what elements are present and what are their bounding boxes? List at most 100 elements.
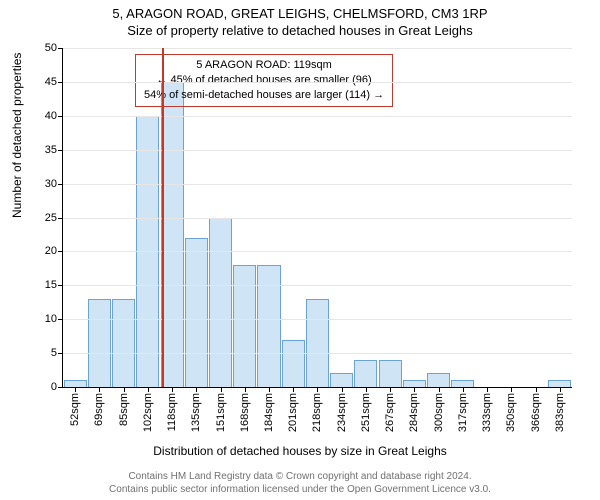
xtick-mark bbox=[487, 387, 488, 392]
ytick-mark bbox=[58, 251, 63, 252]
xtick-label: 151sqm bbox=[215, 393, 227, 432]
ytick-label: 50 bbox=[45, 42, 57, 54]
xtick-mark bbox=[221, 387, 222, 392]
ytick-mark bbox=[58, 150, 63, 151]
gridline bbox=[63, 116, 572, 117]
histogram-bar bbox=[185, 238, 208, 387]
xtick-mark bbox=[342, 387, 343, 392]
ytick-label: 35 bbox=[45, 144, 57, 156]
xtick-label: 69sqm bbox=[93, 393, 105, 426]
plot-region: 52sqm69sqm85sqm102sqm118sqm135sqm151sqm1… bbox=[62, 48, 572, 388]
xtick-label: 168sqm bbox=[239, 393, 251, 432]
ytick-mark bbox=[58, 387, 63, 388]
annotation-box: 5 ARAGON ROAD: 119sqm← 45% of detached h… bbox=[135, 54, 393, 107]
histogram-bar bbox=[379, 360, 402, 387]
xtick-label: 267sqm bbox=[384, 393, 396, 432]
xtick-mark bbox=[463, 387, 464, 392]
ytick-mark bbox=[58, 285, 63, 286]
ytick-label: 5 bbox=[51, 347, 57, 359]
xtick-mark bbox=[536, 387, 537, 392]
xtick-label: 333sqm bbox=[481, 393, 493, 432]
xtick-mark bbox=[196, 387, 197, 392]
gridline bbox=[63, 184, 572, 185]
gridline bbox=[63, 48, 572, 49]
footer-attribution: Contains HM Land Registry data © Crown c… bbox=[0, 470, 600, 496]
xtick-label: 284sqm bbox=[408, 393, 420, 432]
histogram-bar bbox=[88, 299, 111, 387]
xtick-mark bbox=[390, 387, 391, 392]
x-axis-label: Distribution of detached houses by size … bbox=[0, 444, 600, 458]
gridline bbox=[63, 82, 572, 83]
reference-marker-line bbox=[162, 48, 164, 387]
histogram-bar bbox=[233, 265, 256, 387]
histogram-bar bbox=[209, 218, 232, 388]
xtick-mark bbox=[75, 387, 76, 392]
ytick-label: 10 bbox=[45, 313, 57, 325]
ytick-mark bbox=[58, 184, 63, 185]
ytick-mark bbox=[58, 353, 63, 354]
ytick-mark bbox=[58, 82, 63, 83]
xtick-label: 135sqm bbox=[190, 393, 202, 432]
ytick-label: 30 bbox=[45, 178, 57, 190]
xtick-mark bbox=[99, 387, 100, 392]
ytick-label: 15 bbox=[45, 279, 57, 291]
xtick-mark bbox=[366, 387, 367, 392]
histogram-bar bbox=[306, 299, 329, 387]
histogram-bar bbox=[161, 82, 184, 387]
ytick-mark bbox=[58, 116, 63, 117]
y-axis-label: Number of detached properties bbox=[10, 53, 24, 218]
chart-title-block: 5, ARAGON ROAD, GREAT LEIGHS, CHELMSFORD… bbox=[0, 0, 600, 38]
annotation-line: 5 ARAGON ROAD: 119sqm bbox=[144, 58, 384, 73]
xtick-mark bbox=[148, 387, 149, 392]
histogram-bar bbox=[403, 380, 426, 387]
xtick-label: 317sqm bbox=[457, 393, 469, 432]
xtick-label: 300sqm bbox=[433, 393, 445, 432]
ytick-label: 45 bbox=[45, 76, 57, 88]
footer-line-1: Contains HM Land Registry data © Crown c… bbox=[0, 470, 600, 483]
xtick-label: 184sqm bbox=[263, 393, 275, 432]
gridline bbox=[63, 218, 572, 219]
xtick-label: 251sqm bbox=[360, 393, 372, 432]
histogram-bar bbox=[257, 265, 280, 387]
xtick-label: 102sqm bbox=[142, 393, 154, 432]
xtick-mark bbox=[172, 387, 173, 392]
xtick-label: 350sqm bbox=[505, 393, 517, 432]
xtick-label: 85sqm bbox=[118, 393, 130, 426]
xtick-mark bbox=[511, 387, 512, 392]
xtick-label: 366sqm bbox=[530, 393, 542, 432]
xtick-mark bbox=[317, 387, 318, 392]
xtick-label: 118sqm bbox=[166, 393, 178, 431]
xtick-mark bbox=[245, 387, 246, 392]
ytick-mark bbox=[58, 319, 63, 320]
gridline bbox=[63, 285, 572, 286]
xtick-mark bbox=[269, 387, 270, 392]
histogram-bar bbox=[64, 380, 87, 387]
xtick-label: 201sqm bbox=[287, 393, 299, 432]
xtick-label: 52sqm bbox=[69, 393, 81, 426]
ytick-mark bbox=[58, 218, 63, 219]
xtick-label: 218sqm bbox=[311, 393, 323, 432]
gridline bbox=[63, 150, 572, 151]
footer-line-2: Contains public sector information licen… bbox=[0, 483, 600, 496]
histogram-bar bbox=[354, 360, 377, 387]
xtick-mark bbox=[439, 387, 440, 392]
xtick-label: 234sqm bbox=[336, 393, 348, 432]
histogram-bar bbox=[548, 380, 571, 387]
xtick-mark bbox=[293, 387, 294, 392]
histogram-bar bbox=[330, 373, 353, 387]
ytick-label: 25 bbox=[45, 212, 57, 224]
gridline bbox=[63, 319, 572, 320]
annotation-line: ← 45% of detached houses are smaller (96… bbox=[144, 73, 384, 88]
histogram-bar bbox=[451, 380, 474, 387]
annotation-line: 54% of semi-detached houses are larger (… bbox=[144, 88, 384, 103]
gridline bbox=[63, 251, 572, 252]
xtick-mark bbox=[124, 387, 125, 392]
xtick-label: 383sqm bbox=[554, 393, 566, 432]
chart-title-subtitle: Size of property relative to detached ho… bbox=[0, 23, 600, 38]
ytick-label: 20 bbox=[45, 245, 57, 257]
xtick-mark bbox=[560, 387, 561, 392]
histogram-bar bbox=[112, 299, 135, 387]
chart-area: 52sqm69sqm85sqm102sqm118sqm135sqm151sqm1… bbox=[62, 48, 572, 388]
chart-title-address: 5, ARAGON ROAD, GREAT LEIGHS, CHELMSFORD… bbox=[0, 6, 600, 21]
ytick-label: 40 bbox=[45, 110, 57, 122]
